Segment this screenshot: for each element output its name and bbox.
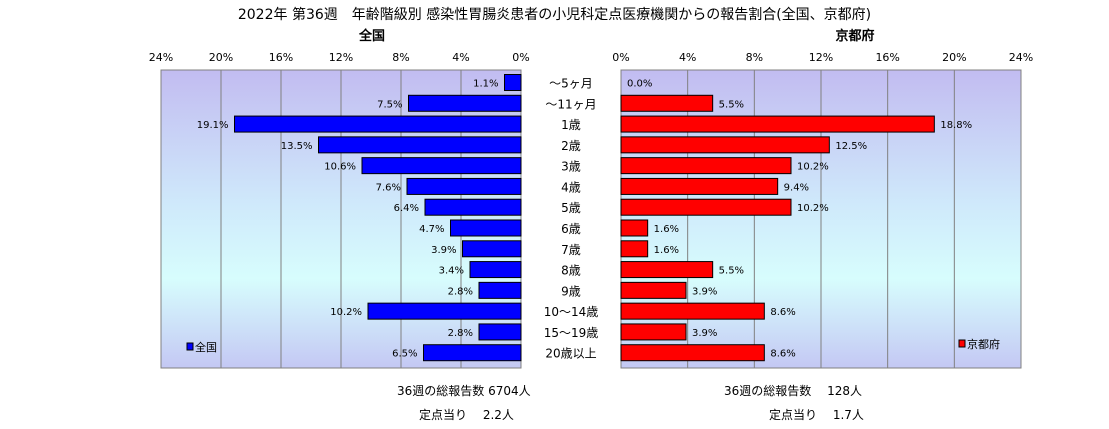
left-x-tick-label: 8% [392, 51, 409, 64]
legend-marker-national [186, 342, 194, 351]
bar-national [318, 136, 522, 154]
data-label-national: 6.5% [392, 349, 417, 360]
data-label-kyoto: 0.0% [627, 79, 652, 90]
data-label-national: 19.1% [197, 120, 229, 131]
bar-kyoto [620, 323, 687, 341]
right-panel-title: 京都府 [835, 29, 875, 44]
bar-kyoto [620, 240, 649, 258]
category-label: 2歳 [561, 139, 581, 153]
bar-national [504, 74, 522, 91]
data-label-kyoto: 3.9% [692, 328, 717, 339]
bar-kyoto [620, 94, 714, 112]
bar-national [367, 302, 522, 320]
data-label-national: 3.9% [431, 245, 456, 256]
data-label-kyoto: 10.2% [797, 203, 829, 214]
left-x-tick-label: 16% [269, 51, 293, 64]
bar-national [406, 177, 522, 195]
bar-kyoto [620, 177, 779, 195]
category-label: 4歳 [561, 180, 581, 194]
bar-national [234, 115, 522, 133]
bar-national [469, 261, 522, 279]
national-per-site-text: 定点当り 2.2人 [419, 408, 514, 422]
bar-national [361, 157, 522, 175]
chart-title: 2022年 第36週 年齢階級別 感染性胃腸炎患者の小児科定点医療機関からの報告… [237, 7, 872, 23]
right-x-tick-label: 0% [612, 51, 629, 64]
bar-national [450, 219, 522, 237]
data-label-national: 2.8% [448, 328, 473, 339]
bar-kyoto [620, 344, 765, 362]
data-label-kyoto: 9.4% [784, 182, 809, 193]
bar-national [478, 281, 522, 299]
bar-kyoto [620, 261, 714, 279]
data-label-kyoto: 18.8% [940, 120, 972, 131]
data-label-national: 7.5% [377, 99, 402, 110]
category-label: ～11ヶ月 [545, 97, 596, 111]
data-label-national: 6.4% [394, 203, 419, 214]
bar-kyoto [620, 281, 687, 299]
category-label: ～5ヶ月 [549, 77, 593, 91]
right-x-tick-label: 12% [809, 51, 833, 64]
data-label-national: 10.2% [330, 307, 362, 318]
data-label-national: 7.6% [376, 182, 401, 193]
right-x-tick-label: 8% [746, 51, 763, 64]
data-label-national: 4.7% [419, 224, 444, 235]
bar-kyoto [620, 219, 649, 237]
bar-kyoto [620, 302, 765, 320]
legend-marker-kyoto [958, 339, 966, 348]
category-label: 9歳 [561, 284, 581, 298]
data-label-kyoto: 10.2% [797, 162, 829, 173]
bar-kyoto [620, 136, 830, 154]
data-label-kyoto: 1.6% [654, 224, 679, 235]
left-x-tick-label: 0% [512, 51, 529, 64]
right-x-tick-label: 24% [1009, 51, 1033, 64]
data-label-kyoto: 3.9% [692, 286, 717, 297]
bar-kyoto [620, 115, 935, 133]
left-x-tick-label: 24% [149, 51, 173, 64]
data-label-kyoto: 8.6% [770, 307, 795, 318]
category-label: 15～19歳 [544, 326, 599, 340]
bar-kyoto [620, 198, 792, 216]
bar-national [424, 198, 522, 216]
data-label-national: 1.1% [473, 79, 498, 90]
left-x-tick-label: 20% [209, 51, 233, 64]
right-x-tick-label: 4% [679, 51, 696, 64]
category-label: 8歳 [561, 264, 581, 278]
data-label-national: 13.5% [281, 141, 313, 152]
data-label-national: 10.6% [324, 162, 356, 173]
category-label: 5歳 [561, 201, 581, 215]
bar-national [408, 94, 522, 112]
data-label-kyoto: 8.6% [770, 349, 795, 360]
left-x-tick-label: 12% [329, 51, 353, 64]
data-label-national: 2.8% [448, 286, 473, 297]
data-label-kyoto: 5.5% [719, 266, 744, 277]
kyoto-per-site-text: 定点当り 1.7人 [769, 408, 864, 422]
bar-national [478, 323, 522, 341]
bar-chart: 0% 0% 4% 4% 8% 8% 12% 12% 16% 16% 20% 20% 24% 24% 1.1%… [149, 51, 1033, 369]
category-label: 3歳 [561, 160, 581, 174]
kyoto-total-text: 36週の総報告数 128人 [724, 384, 862, 398]
category-label: 6歳 [561, 222, 581, 236]
left-x-tick-label: 4% [452, 51, 469, 64]
category-label: 7歳 [561, 243, 581, 257]
bar-national [462, 240, 522, 258]
right-x-tick-label: 20% [942, 51, 966, 64]
bar-national [423, 344, 522, 362]
legend-label-national: 全国 [195, 340, 217, 354]
left-panel-title: 全国 [358, 29, 385, 44]
legend-label-kyoto: 京都府 [967, 337, 1000, 351]
data-label-kyoto: 1.6% [654, 245, 679, 256]
category-label: 20歳以上 [545, 347, 596, 361]
right-x-tick-label: 16% [875, 51, 899, 64]
category-label: 1歳 [561, 118, 581, 132]
data-label-national: 3.4% [439, 266, 464, 277]
data-label-kyoto: 12.5% [835, 141, 867, 152]
category-label: 10～14歳 [544, 305, 599, 319]
national-total-text: 36週の総報告数 6704人 [397, 384, 531, 398]
data-label-kyoto: 5.5% [719, 99, 744, 110]
bar-kyoto [620, 157, 792, 175]
